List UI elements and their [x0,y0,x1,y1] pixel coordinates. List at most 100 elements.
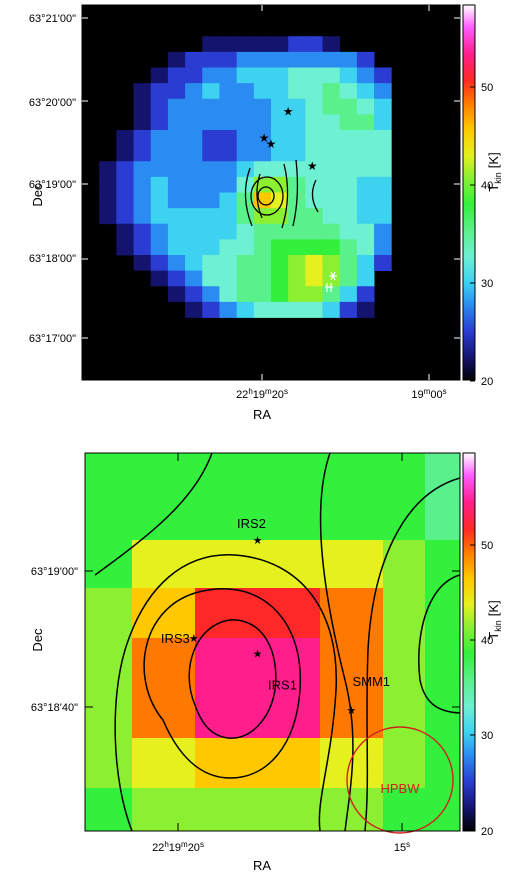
heatmap-cell [253,51,272,68]
heatmap-cell [132,638,196,689]
heatmap-cell [132,738,196,789]
heatmap-cell [133,176,152,193]
heatmap-cell [288,67,306,84]
heatmap-cell [339,270,358,287]
heatmap-cell [219,286,238,303]
heatmap-cell [356,176,375,193]
heatmap-cell [305,83,323,100]
heatmap-cell [339,161,358,178]
heatmap-cell [185,301,203,318]
heatmap-cell [258,738,321,789]
heatmap-cell [133,223,152,240]
heatmap-cell [219,98,238,115]
heatmap-cell [320,638,384,689]
heatmap-cell [356,208,375,225]
heatmap-cell [339,83,358,100]
source-star: ★ [189,632,199,645]
heatmap-cell [305,223,323,240]
top-ytick-label: 63°18'00" [29,253,76,265]
bottom-ytick-label: 63°18'40" [31,702,78,714]
heatmap-cell [374,98,392,115]
heatmap-cell [305,192,323,209]
bottom-xaxis-title: RA [253,858,271,873]
top-cbar-tick: 30 [481,278,493,290]
heatmap-cell [195,788,259,831]
heatmap-cell [320,490,384,541]
heatmap-cell [425,588,460,639]
heatmap-cell [374,83,392,100]
heatmap-cell [150,255,169,272]
heatmap-cell [339,176,358,193]
heatmap-cell [195,688,259,739]
heatmap-cell [99,176,117,193]
heatmap-cell [150,208,169,225]
heatmap-cell [356,114,375,131]
heatmap-cell [99,192,117,209]
heatmap-cell [425,638,460,689]
heatmap-cell [339,51,358,68]
heatmap-cell [271,98,289,115]
heatmap-cell [185,67,203,84]
bottom-cbar-tick: 40 [481,635,493,647]
top-yaxis-title: Dec [30,183,45,207]
heatmap-cell [383,490,426,541]
heatmap-cell [133,83,152,100]
heatmap-cell [99,208,117,225]
source-star: ★ [253,647,263,660]
heatmap-cell [150,98,169,115]
heatmap-cell [322,36,341,53]
heatmap-cell [202,161,220,178]
heatmap-cell [383,453,426,491]
heatmap-cell [116,223,134,240]
heatmap-cell [167,223,186,240]
heatmap-cell [271,192,289,209]
heatmap-cell [339,255,358,272]
heatmap-cell [288,130,306,147]
heatmap-cell [320,788,384,831]
heatmap-cell [219,130,238,147]
heatmap-cell [219,51,238,68]
source-irs3: ★IRS3 [161,631,199,646]
heatmap-cell [305,301,323,318]
heatmap-cell [167,51,186,68]
heatmap-cell [150,83,169,100]
heatmap-cell [425,738,460,789]
heatmap-cell [305,208,323,225]
heatmap-cell [271,51,289,68]
heatmap-cell [195,738,259,789]
heatmap-cell [132,788,196,831]
heatmap-cell [185,83,203,100]
heatmap-cell [219,145,238,162]
heatmap-cell [185,255,203,272]
top-contour [292,159,299,227]
heatmap-cell [374,161,392,178]
bottom-colorbar: 50 40 30 20 Tkin[K] [462,452,503,838]
heatmap-cell [202,145,220,162]
heatmap-cell [253,145,272,162]
heatmap-cell [185,145,203,162]
heatmap-cell [116,176,134,193]
heatmap-cell [219,301,238,318]
source-irs2: ★ IRS2 [237,516,266,547]
heatmap-cell [320,540,384,589]
heatmap-cell [150,67,169,84]
heatmap-cell [271,67,289,84]
heatmap-cell [185,270,203,287]
top-source-marker: ★ [307,159,318,173]
heatmap-cell [339,130,358,147]
source-smm1: ★ SMM1 [346,674,390,717]
heatmap-cell [322,83,341,100]
bottom-contour [319,453,354,831]
heatmap-cell [167,130,186,147]
source-star: ★ [253,534,263,547]
heatmap-cell [167,208,186,225]
top-cbar-tick: 50 [481,82,493,94]
heatmap-cell [288,208,306,225]
top-contour [281,163,289,229]
heatmap-cell [253,255,272,272]
heatmap-cell [185,239,203,256]
heatmap-cell [133,114,152,131]
top-contour [244,167,253,227]
top-contour [250,176,284,216]
